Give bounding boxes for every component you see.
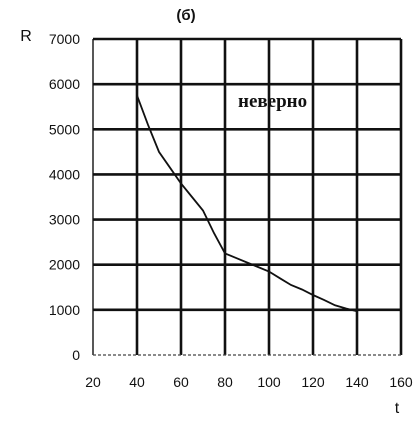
x-tick-label: 20	[85, 374, 101, 390]
x-tick-label: 80	[217, 374, 233, 390]
y-tick-label: 5000	[49, 121, 80, 137]
y-tick-label: 4000	[49, 166, 80, 182]
y-tick-label: 6000	[49, 76, 80, 92]
y-tick-label: 0	[72, 347, 80, 363]
x-tick-label: 100	[257, 374, 281, 390]
y-tick-label: 1000	[49, 302, 80, 318]
y-tick-label: 3000	[49, 212, 80, 228]
y-tick-label: 7000	[49, 31, 80, 47]
chart-title: (б)	[176, 7, 195, 24]
y-tick-label: 2000	[49, 257, 80, 273]
x-tick-label: 120	[301, 374, 325, 390]
x-tick-label: 140	[345, 374, 369, 390]
x-tick-label: 160	[389, 374, 413, 390]
annotation-label: неверно	[238, 91, 307, 112]
x-tick-label: 60	[173, 374, 189, 390]
x-axis-label: t	[395, 400, 400, 417]
series-line	[136, 95, 358, 313]
x-tick-label: 40	[129, 374, 145, 390]
y-axis-label: R	[20, 28, 32, 45]
